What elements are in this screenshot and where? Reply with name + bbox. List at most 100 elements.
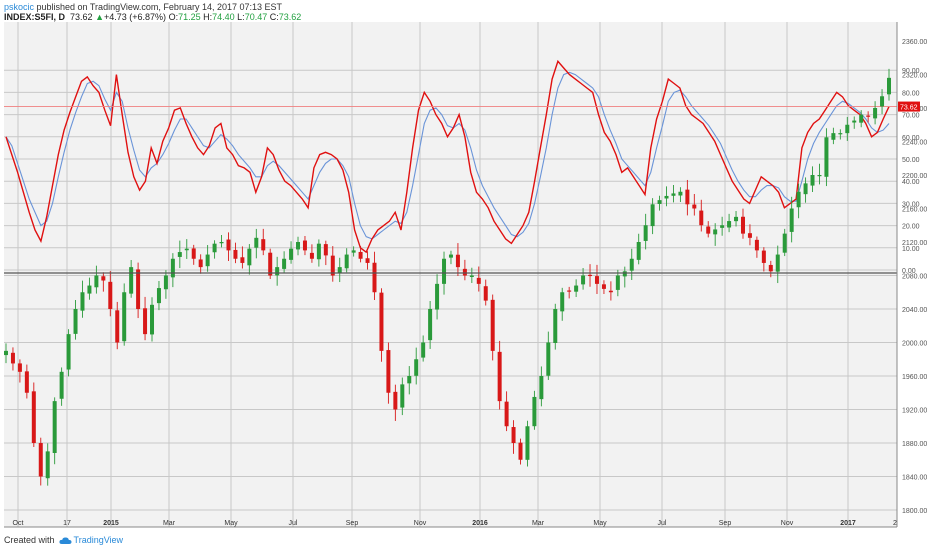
candle-body bbox=[10, 352, 15, 364]
candle-body bbox=[87, 285, 92, 294]
x-tick-label: Sep bbox=[346, 520, 359, 527]
y-tick-label: 2000.00 bbox=[902, 341, 927, 348]
x-tick-label: May bbox=[224, 520, 238, 527]
candle-body bbox=[782, 233, 787, 253]
candle-body bbox=[567, 290, 572, 292]
candle-body bbox=[400, 384, 405, 408]
candle-body bbox=[59, 371, 64, 399]
author-name[interactable]: pskocic bbox=[4, 2, 35, 12]
published-line: pskocic published on TradingView.com, Fe… bbox=[4, 2, 282, 12]
high-value: 74.40 bbox=[212, 12, 235, 22]
candle-body bbox=[483, 286, 488, 301]
candle-body bbox=[727, 221, 732, 228]
candle-body bbox=[240, 257, 245, 263]
y-tick-label: 1840.00 bbox=[902, 475, 927, 482]
candle-body bbox=[386, 350, 391, 393]
x-tick-label: Jul bbox=[658, 520, 667, 527]
candle-body bbox=[393, 391, 398, 410]
candle-body bbox=[887, 77, 891, 95]
candle-body bbox=[282, 258, 287, 269]
y-tick-label: 2120.00 bbox=[902, 240, 927, 247]
candle-body bbox=[880, 96, 885, 107]
candle-body bbox=[372, 262, 377, 293]
candle-body bbox=[435, 283, 440, 310]
y-tick-label: 30.00 bbox=[902, 201, 920, 208]
x-tick-label: Jul bbox=[289, 520, 298, 527]
x-tick-label: 17 bbox=[63, 520, 71, 527]
candle-body bbox=[296, 242, 301, 250]
candle-body bbox=[143, 308, 148, 335]
y-tick-label: 80.00 bbox=[902, 90, 920, 97]
candle-body bbox=[539, 376, 544, 400]
candle-body bbox=[261, 239, 266, 251]
candle-body bbox=[810, 175, 815, 186]
candle-body bbox=[407, 376, 412, 384]
candle-body bbox=[462, 268, 467, 276]
y-tick-label: 2040.00 bbox=[902, 307, 927, 314]
candle-body bbox=[803, 183, 808, 195]
y-tick-label: 1920.00 bbox=[902, 408, 927, 415]
candle-body bbox=[365, 258, 370, 263]
candle-body bbox=[594, 276, 599, 284]
candle-body bbox=[184, 248, 189, 251]
candle-body bbox=[671, 193, 676, 196]
candle-body bbox=[734, 216, 739, 222]
y-tick-label: 2080.00 bbox=[902, 274, 927, 281]
candle-body bbox=[73, 309, 78, 334]
candle-body bbox=[17, 363, 22, 372]
tradingview-cloud-icon bbox=[58, 537, 72, 544]
candle-body bbox=[574, 285, 579, 292]
candle-body bbox=[351, 250, 356, 253]
candle-body bbox=[316, 243, 321, 260]
candle-body bbox=[198, 259, 203, 268]
candle-body bbox=[323, 244, 328, 256]
candle-body bbox=[838, 133, 843, 135]
candle-body bbox=[302, 240, 307, 251]
candle-body bbox=[421, 342, 426, 358]
price-pane[interactable] bbox=[4, 68, 891, 486]
x-tick-label: Nov bbox=[414, 520, 427, 527]
candle-body bbox=[379, 292, 384, 351]
oscillator-line bbox=[5, 59, 890, 254]
candle-body bbox=[608, 290, 613, 293]
candle-body bbox=[699, 210, 704, 226]
up-arrow-icon: ▲ bbox=[95, 12, 104, 22]
candle-body bbox=[490, 299, 495, 351]
y-tick-label: 2160.00 bbox=[902, 207, 927, 214]
y-tick-label: 2240.00 bbox=[902, 140, 927, 147]
candle-body bbox=[720, 225, 725, 228]
candle-body bbox=[664, 195, 669, 199]
x-tick-label: Sep bbox=[719, 520, 732, 527]
y-tick-label: 2360.00 bbox=[902, 39, 927, 46]
candle-body bbox=[622, 271, 627, 277]
candle-body bbox=[518, 442, 523, 460]
candle-body bbox=[115, 310, 120, 343]
candle-body bbox=[129, 267, 134, 294]
candle-body bbox=[150, 304, 155, 335]
tradingview-brand[interactable]: TradingView bbox=[73, 535, 124, 545]
oscillator-pane[interactable]: 73.62 bbox=[4, 59, 920, 254]
candle-body bbox=[205, 254, 210, 267]
candle-body bbox=[469, 275, 474, 278]
last-value-label: 73.62 bbox=[900, 105, 918, 112]
time-x-axis: Oct 17 2015 Mar May Jul Sep Nov 2016 Mar May Jul Sep… bbox=[4, 520, 897, 528]
candle-body bbox=[455, 254, 460, 268]
candle-body bbox=[268, 252, 273, 276]
moving-average-line bbox=[5, 71, 890, 240]
candle-body bbox=[775, 254, 780, 272]
candle-body bbox=[754, 239, 759, 251]
candle-body bbox=[657, 200, 662, 204]
candle-body bbox=[852, 120, 857, 123]
last-value: 73.62 bbox=[70, 12, 93, 22]
close-label: C: bbox=[269, 12, 279, 22]
candle-body bbox=[553, 309, 558, 343]
candle-body bbox=[636, 242, 641, 260]
candle-body bbox=[428, 309, 433, 341]
open-value: 71.25 bbox=[178, 12, 201, 22]
candle-body bbox=[4, 350, 8, 356]
x-tick-label: May bbox=[593, 520, 607, 527]
y-tick-label: 1800.00 bbox=[902, 508, 927, 515]
x-tick-label: Mar bbox=[163, 520, 176, 527]
candle-body bbox=[831, 133, 836, 140]
